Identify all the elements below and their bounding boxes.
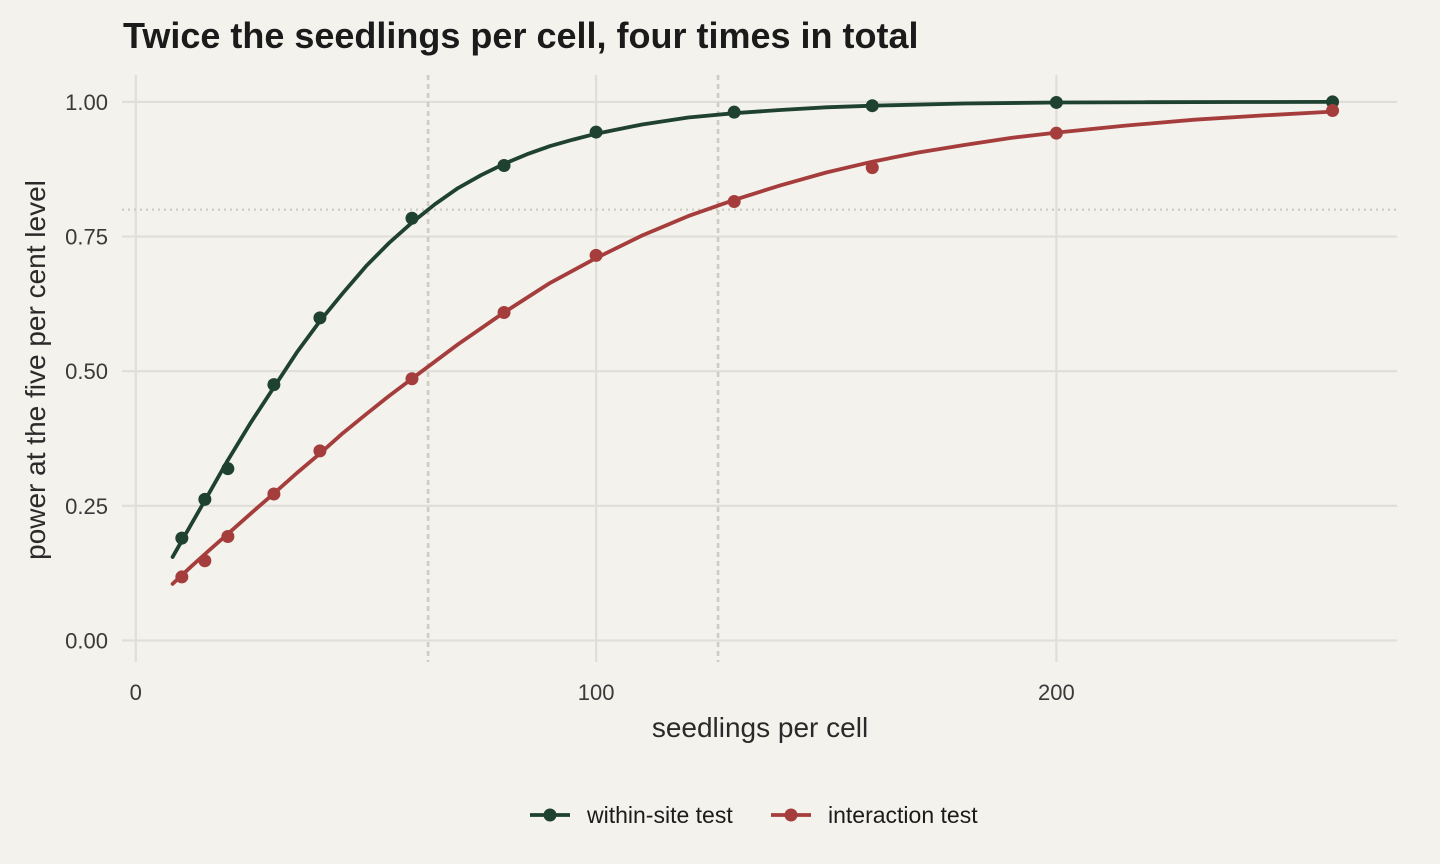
y-axis-title: power at the five per cent level — [20, 180, 51, 560]
x-tick-label: 200 — [1038, 680, 1075, 705]
data-point — [1049, 95, 1063, 109]
series-layer — [170, 95, 1340, 586]
series-interaction — [170, 104, 1340, 586]
data-point — [727, 195, 741, 209]
data-point — [221, 530, 235, 544]
legend-label: within-site test — [586, 802, 733, 828]
x-axis-title: seedlings per cell — [652, 712, 868, 743]
data-point — [221, 462, 235, 476]
y-tick-label: 1.00 — [65, 90, 108, 115]
data-point — [267, 487, 281, 501]
data-point — [589, 125, 603, 139]
data-point — [1326, 104, 1340, 118]
data-point — [175, 531, 189, 545]
data-point — [405, 211, 419, 225]
data-point — [313, 311, 327, 325]
legend-item: interaction test — [771, 802, 978, 828]
legend-label: interaction test — [828, 802, 978, 828]
data-point — [405, 372, 419, 386]
legend-key-point — [543, 808, 557, 822]
data-point — [267, 378, 281, 392]
data-point — [198, 492, 212, 506]
legend-item: within-site test — [530, 802, 733, 828]
y-tick-label: 0.25 — [65, 494, 108, 519]
y-tick-label: 0.75 — [65, 225, 108, 250]
grid-lines — [122, 75, 1397, 662]
data-point — [865, 99, 879, 113]
legend: within-site test interaction test — [530, 802, 978, 828]
data-point — [198, 554, 212, 568]
series-within-site — [170, 95, 1340, 559]
data-point — [1049, 126, 1063, 140]
data-point — [865, 161, 879, 175]
x-tick-label: 0 — [130, 680, 142, 705]
data-point — [589, 248, 603, 262]
chart-title: Twice the seedlings per cell, four times… — [123, 15, 919, 56]
reference-lines — [122, 75, 1397, 662]
data-point — [497, 158, 511, 172]
y-tick-label: 0.50 — [65, 359, 108, 384]
data-point — [313, 444, 327, 458]
tick-labels: 0.00 0.25 0.50 0.75 1.00 0 100 200 — [65, 90, 1075, 705]
legend-key-point — [784, 808, 798, 822]
data-point — [497, 305, 511, 319]
y-tick-label: 0.00 — [65, 628, 108, 653]
x-tick-label: 100 — [578, 680, 615, 705]
series-line — [170, 100, 1335, 559]
data-point — [727, 105, 741, 119]
data-point — [175, 570, 189, 584]
series-line — [170, 109, 1335, 586]
